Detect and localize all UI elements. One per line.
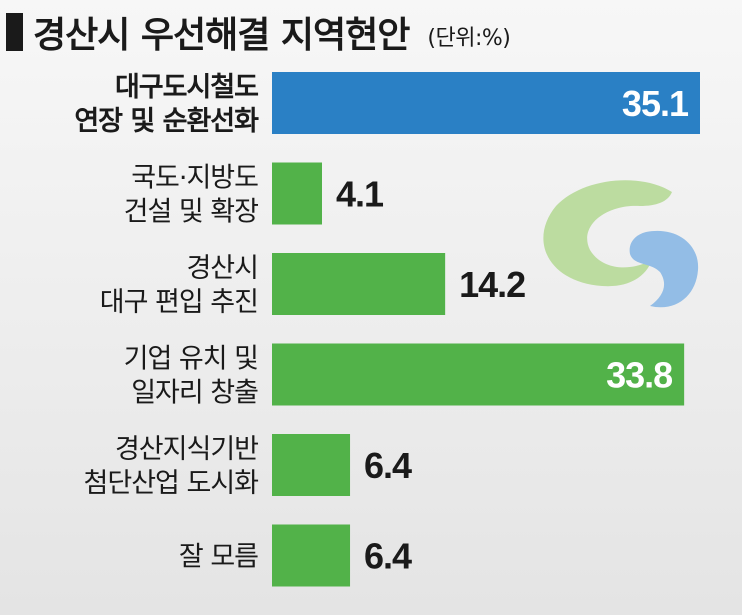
category-label: 대구 편입 추진 (100, 287, 258, 318)
unit-label: (단위:%) (427, 26, 511, 51)
category-label: 잘 모름 (179, 542, 258, 573)
bar-0 (272, 72, 700, 134)
value-label: 6.4 (364, 536, 412, 577)
bar-5 (272, 524, 351, 587)
bar-3 (272, 343, 685, 406)
category-label: 대구도시철도 (115, 72, 258, 103)
category-label: 건설 및 확장 (124, 197, 259, 228)
emblem-green-swoosh (543, 180, 672, 287)
category-label: 경산지식기반 (115, 434, 258, 465)
title-marker (6, 13, 23, 51)
category-label: 기업 유치 및 (124, 344, 258, 375)
value-label: 33.8 (606, 355, 672, 396)
value-label: 6.4 (364, 445, 412, 486)
category-label: 경산시 (186, 253, 258, 284)
emblem-blue-drop (629, 230, 699, 308)
emblem-logo (543, 180, 699, 308)
value-label: 35.1 (622, 83, 689, 124)
title-row: 경산시 우선해결 지역현안 (단위:%) (6, 4, 511, 60)
category-label: 연장 및 순환선화 (74, 106, 259, 137)
category-label: 국도·지방도 (131, 163, 258, 194)
value-label: 14.2 (459, 264, 525, 305)
bar-4 (272, 434, 351, 496)
category-label: 첨단산업 도시화 (84, 468, 259, 499)
chart-title: 경산시 우선해결 지역현안 (33, 15, 410, 56)
category-label: 일자리 창출 (131, 378, 258, 409)
value-label: 4.1 (336, 174, 384, 215)
bar-1 (272, 162, 322, 225)
bar-2 (272, 253, 446, 315)
